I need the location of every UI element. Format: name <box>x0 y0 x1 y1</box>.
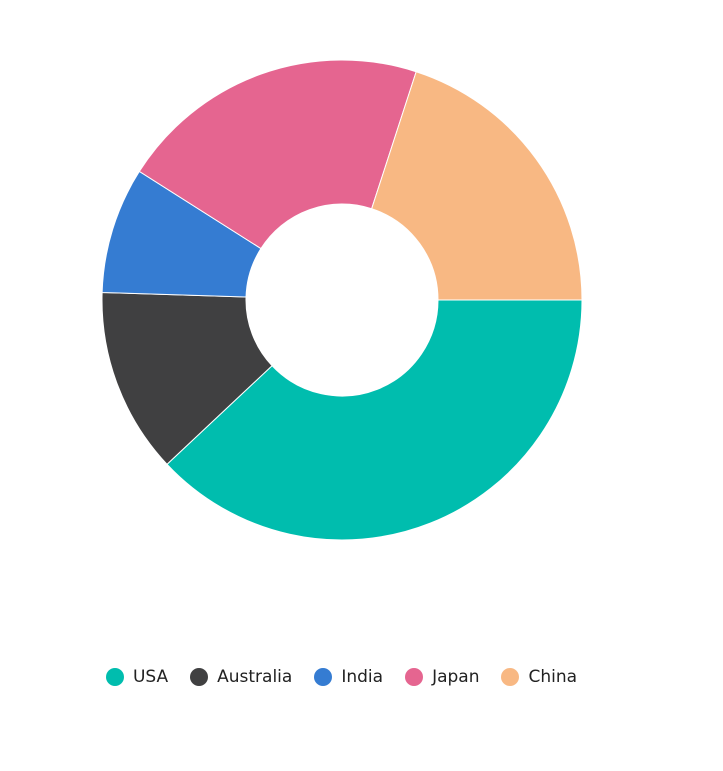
legend-label-usa: USA <box>132 667 169 687</box>
legend-label-japan: Japan <box>432 667 480 687</box>
legend-swatch-china <box>501 668 520 686</box>
legend-label-india: India <box>341 667 384 687</box>
legend-swatch-australia <box>190 668 209 686</box>
legend-item-usa[interactable]: USA <box>105 667 169 687</box>
slice-japan[interactable] <box>138 59 417 250</box>
legend-swatch-japan <box>405 668 424 686</box>
legend-label-china: China <box>528 667 578 687</box>
legend-item-australia[interactable]: Australia <box>190 667 292 687</box>
legend-item-china[interactable]: China <box>501 667 577 687</box>
slice-australia[interactable] <box>101 291 273 465</box>
legend-swatch-india <box>314 668 333 686</box>
legend-swatch-usa <box>105 668 124 686</box>
legend-label-australia: Australia <box>217 667 293 687</box>
donut-plot-area <box>101 59 583 541</box>
legend-item-japan[interactable]: Japan <box>405 667 479 687</box>
legend-item-india[interactable]: India <box>314 667 383 687</box>
chart-legend: USA Australia India Japan China <box>0 660 723 694</box>
slice-china[interactable] <box>371 71 583 301</box>
slice-usa[interactable] <box>166 299 583 541</box>
